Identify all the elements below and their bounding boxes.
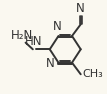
Text: N: N [53,20,62,33]
Text: H₂N: H₂N [11,29,33,42]
Text: N: N [46,57,55,70]
Text: HN: HN [25,35,43,48]
Text: N: N [76,2,85,15]
Text: CH₃: CH₃ [83,69,103,79]
